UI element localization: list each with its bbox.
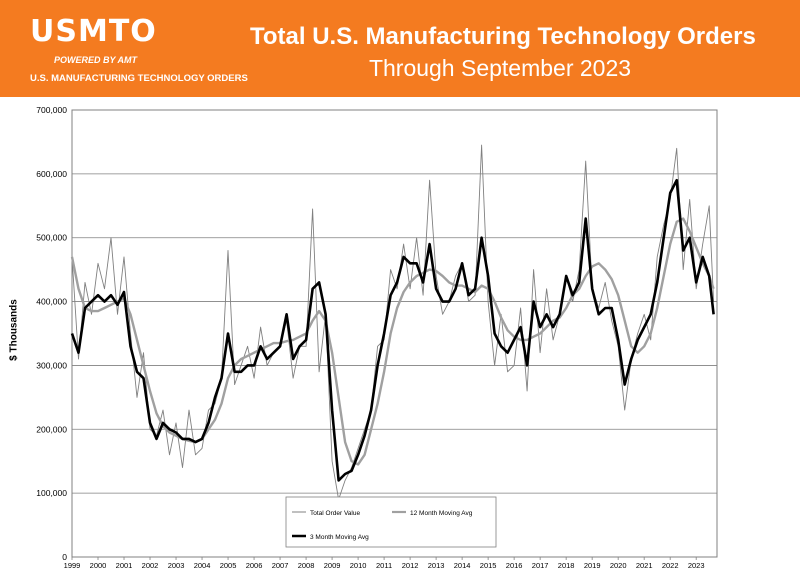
x-tick-label: 2013 xyxy=(428,561,445,570)
logo-powered-by: POWERED BY AMT xyxy=(54,55,138,65)
x-tick-label: 2014 xyxy=(454,561,471,570)
x-tick-label: 2001 xyxy=(116,561,133,570)
plot-frame xyxy=(71,109,718,558)
x-tick-label: 2007 xyxy=(272,561,289,570)
chart-area: 0 100,000 200,000 300,000 400,000 500,000 600,… xyxy=(36,105,718,570)
y-axis-ticks: 0 100,000 200,000 300,000 400,000 500,000 600,… xyxy=(36,105,67,562)
x-tick-label: 2006 xyxy=(246,561,263,570)
x-tick-label: 2000 xyxy=(90,561,107,570)
x-tick-label: 2021 xyxy=(636,561,653,570)
x-tick-label: 2011 xyxy=(376,561,392,570)
x-tick-label: 2017 xyxy=(532,561,549,570)
x-tick-label: 2003 xyxy=(168,561,185,570)
x-tick-label: 2004 xyxy=(194,561,211,570)
legend-label-total: Total Order Value xyxy=(310,510,360,517)
chart-subtitle: Through September 2023 xyxy=(368,55,632,81)
header-banner: USMTO POWERED BY AMT U.S. MANUFACTURING … xyxy=(0,0,800,97)
y-tick-label: 500,000 xyxy=(36,233,67,243)
moving-avg-3-month-line xyxy=(70,178,715,482)
chart-title: Total U.S. Manufacturing Technology Orde… xyxy=(250,23,756,50)
legend-label-12month: 12 Month Moving Avg xyxy=(410,510,473,517)
x-tick-label: 2019 xyxy=(584,561,601,570)
series-lines xyxy=(70,144,715,500)
x-tick-label: 2015 xyxy=(480,561,497,570)
x-tick-label: 2022 xyxy=(662,561,679,570)
total-order-value-line xyxy=(71,144,715,500)
x-tick-label: 2010 xyxy=(350,561,367,570)
y-tick-label: 600,000 xyxy=(36,169,67,179)
x-tick-label: 2020 xyxy=(610,561,627,570)
legend-label-3month: 3 Month Moving Avg xyxy=(310,534,369,541)
grid-lines xyxy=(72,173,717,494)
y-tick-label: 200,000 xyxy=(36,424,67,434)
legend: Total Order Value 12 Month Moving Avg 3 … xyxy=(285,496,497,548)
usmto-logo: USMTO POWERED BY AMT U.S. MANUFACTURING … xyxy=(30,14,260,88)
x-tick-label: 2009 xyxy=(324,561,341,570)
x-tick-label: 2012 xyxy=(402,561,419,570)
legend-box xyxy=(285,496,497,548)
x-tick-label: 2018 xyxy=(558,561,575,570)
logo-subtitle: U.S. MANUFACTURING TECHNOLOGY ORDERS xyxy=(30,73,248,84)
x-axis-ticks: 1999 2000 2001 2002 2003 2004 2005 2006 2007 2008… xyxy=(64,557,705,570)
y-tick-label: 100,000 xyxy=(36,488,67,498)
x-tick-label: 2016 xyxy=(506,561,523,570)
y-axis-label: $ Thousands xyxy=(8,299,20,361)
x-tick-label: 2023 xyxy=(688,561,705,570)
x-tick-label: 2008 xyxy=(298,561,315,570)
y-tick-label: 400,000 xyxy=(36,297,67,307)
y-tick-label: 300,000 xyxy=(36,360,67,370)
x-tick-label: 1999 xyxy=(64,561,81,570)
x-tick-label: 2005 xyxy=(220,561,237,570)
y-tick-label: 700,000 xyxy=(36,105,67,115)
logo-wordmark: USMTO xyxy=(30,14,157,49)
x-tick-label: 2002 xyxy=(142,561,159,570)
y-tick-label: 0 xyxy=(62,552,67,562)
